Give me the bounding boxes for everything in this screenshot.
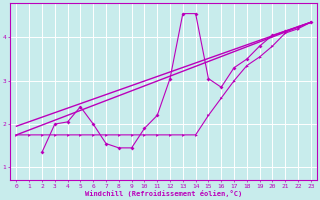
- X-axis label: Windchill (Refroidissement éolien,°C): Windchill (Refroidissement éolien,°C): [85, 190, 242, 197]
